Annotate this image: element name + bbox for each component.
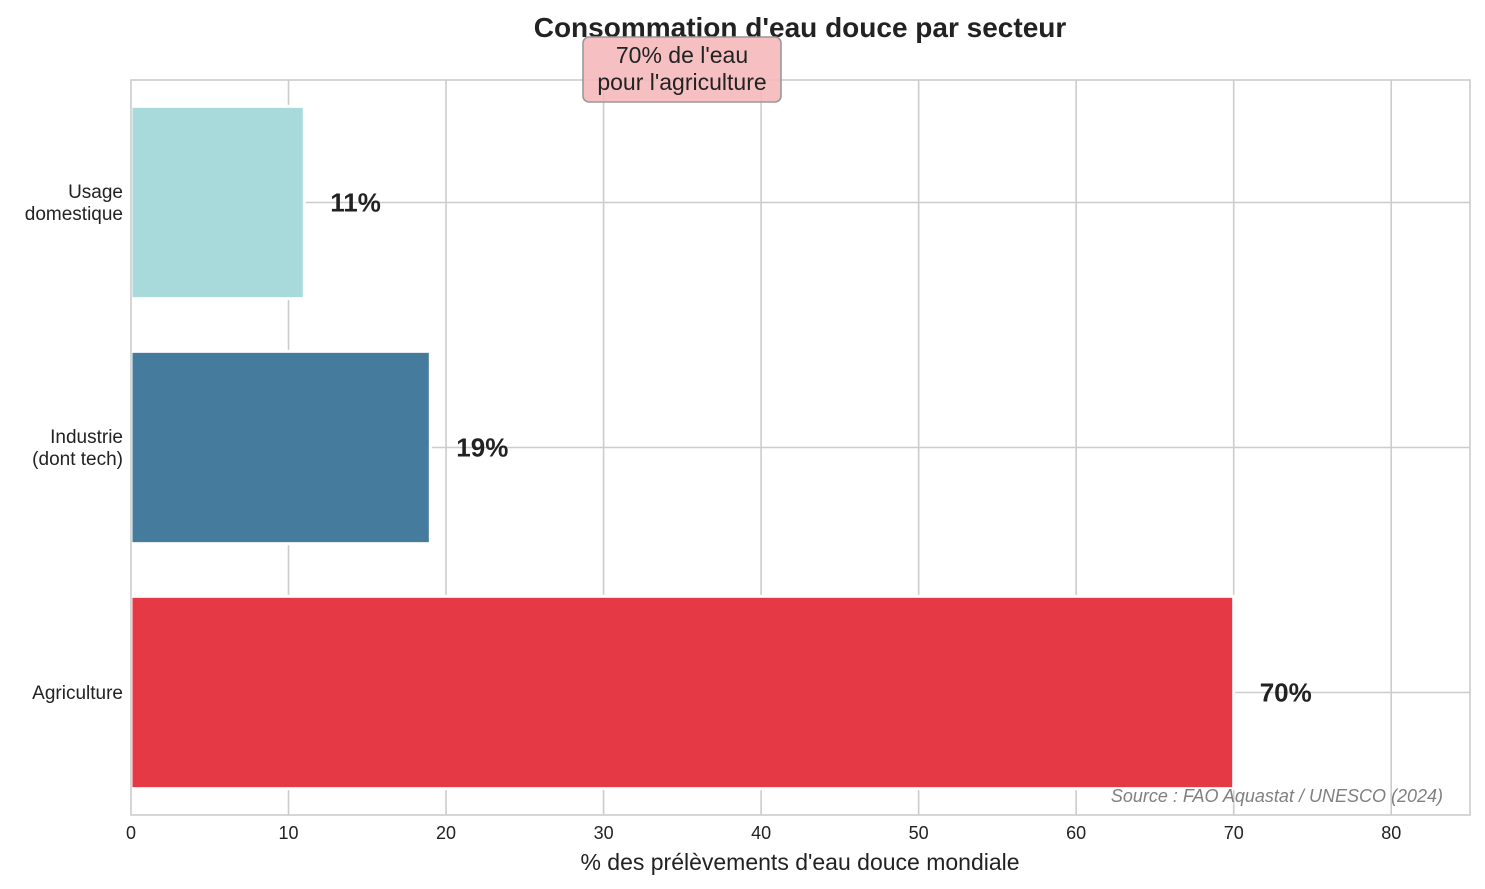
bars [129,104,1236,791]
data-label: 70% [1260,678,1312,708]
x-tick-label: 70 [1224,823,1244,843]
category-label: Usage [68,182,123,203]
plot-frame [130,79,1471,816]
bar [129,104,306,301]
category-label: Industrie [50,427,123,448]
category-label: (dont tech) [32,449,123,470]
annotation-text: 70% de l'eau [616,42,748,68]
category-label: domestique [25,204,123,225]
x-tick-label: 30 [594,823,614,843]
annotation-text: pour l'agriculture [597,69,766,95]
x-tick-label: 40 [751,823,771,843]
category-label: Agriculture [32,683,123,704]
bar [129,594,1236,791]
x-axis-label: % des prélèvements d'eau douce mondiale [580,849,1019,875]
x-tick-label: 60 [1066,823,1086,843]
annotation-box [582,36,782,103]
data-label: 19% [456,433,508,463]
x-tick-label: 20 [436,823,456,843]
data-label: 11% [330,188,381,218]
x-tick-label: 10 [279,823,299,843]
bar [129,349,432,546]
source-note: Source : FAO Aquastat / UNESCO (2024) [1111,786,1443,806]
x-tick-label: 50 [909,823,929,843]
x-tick-label: 0 [126,823,136,843]
x-tick-label: 80 [1381,823,1401,843]
